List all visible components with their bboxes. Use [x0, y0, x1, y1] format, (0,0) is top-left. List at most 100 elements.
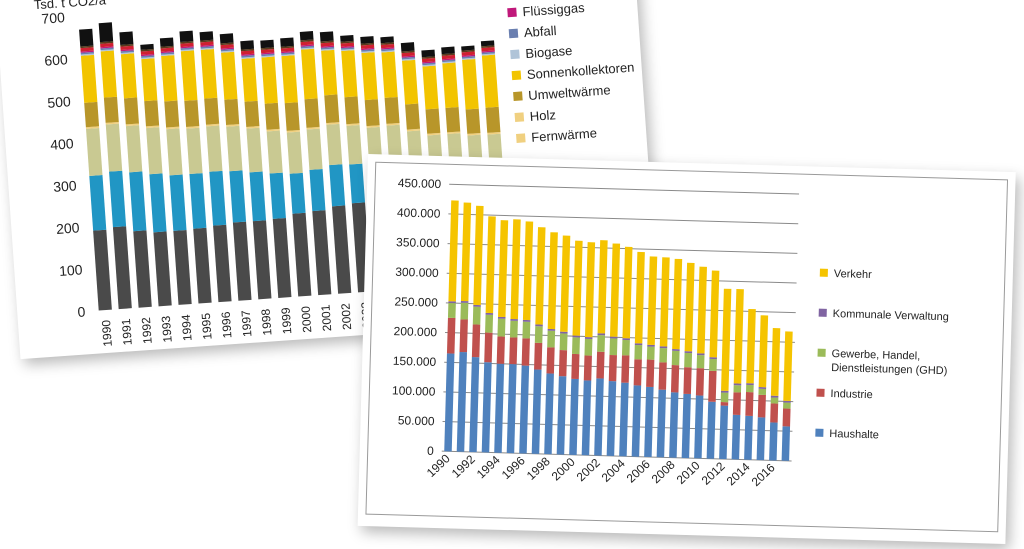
bar-abfall-2006	[401, 56, 416, 60]
bar-fl-ssiggas-2010	[481, 50, 495, 53]
bar-umweltw-rme-1992	[123, 97, 139, 125]
bar-sonnenkollektoren-2009	[462, 58, 479, 110]
legend-swatch-verkehr	[819, 268, 828, 277]
bar-haushalte-2002	[594, 378, 604, 456]
bar-steinkohle-1995	[179, 30, 194, 43]
x-tick-label: 2002	[338, 302, 354, 330]
bar-heiz-l-2002	[326, 123, 343, 166]
bar-haushalte-2004	[619, 382, 629, 457]
bar-sonnenkollektoren-2001	[301, 48, 318, 100]
bar-sonnenkollektoren-1999	[261, 56, 278, 104]
y-tick-label: 300.000	[395, 265, 439, 280]
y-tick-label: 250.000	[394, 294, 438, 309]
bar-kommunale-verwaltung-1990	[448, 301, 456, 304]
bar-gas-2001	[309, 168, 326, 212]
bar-braunkohle-1992	[120, 44, 134, 47]
bar-gewerbe-handel-dienstleistungen-ghd-2014	[746, 384, 754, 393]
legend-swatch-sonnenkollektoren	[511, 70, 522, 81]
bar-haushalte-2010	[694, 395, 704, 459]
bar-umweltw-rme-2001	[304, 98, 320, 128]
y-tick-label: 700	[41, 9, 66, 27]
bar-gewerbe-handel-dienstleistungen-ghd-1991	[460, 302, 469, 320]
bar-gewerbe-handel-dienstleistungen-ghd-1998	[547, 330, 556, 348]
bar-gas-1992	[129, 171, 147, 232]
bar-holz-2000	[286, 129, 300, 133]
bar-industrie-1998	[546, 347, 555, 374]
bar-abfall-2003	[340, 47, 355, 50]
x-tick-label: 2006	[624, 457, 653, 486]
bar-strom-1990	[93, 229, 112, 311]
bar-verkehr-1999	[560, 235, 571, 332]
bar-fl-ssiggas-1990	[80, 50, 94, 53]
bar-verkehr-2009	[684, 262, 695, 352]
bar-holz-1993	[145, 125, 160, 129]
bar-strom-1992	[133, 230, 152, 308]
bar-kommunale-verwaltung-2003	[609, 336, 618, 339]
bar-fl-ssiggas-2007	[422, 61, 436, 64]
bar-rot-2006	[401, 52, 415, 57]
bar-steinkohle-2001	[299, 31, 314, 41]
bar-gas-1993	[149, 173, 167, 233]
bar-verkehr-2000	[572, 240, 583, 336]
legend-swatch-biogase	[510, 49, 520, 60]
bar-holz-2010	[487, 132, 501, 135]
legend-swatch-fl-ssiggas	[507, 7, 517, 18]
bar-rot-1998	[240, 50, 255, 55]
bar-gewerbe-handel-dienstleistungen-ghd-2008	[671, 350, 680, 366]
bar-haushalte-2006	[644, 386, 654, 458]
x-tick-label: 2012	[699, 459, 728, 488]
bar-biogase-1994	[161, 53, 175, 57]
bar-verkehr-1997	[535, 227, 546, 325]
bar-kommunale-verwaltung-1997	[535, 324, 543, 327]
bar-holz-1994	[166, 126, 180, 130]
bar-abfall-2004	[361, 49, 375, 52]
bar-industrie-2008	[670, 365, 680, 393]
bar-steinkohle-2004	[360, 36, 374, 44]
bar-industrie-1991	[459, 319, 468, 353]
x-tick-label: 2000	[549, 455, 578, 484]
bar-heiz-l-1993	[146, 127, 163, 175]
bar-abfall-2009	[461, 56, 476, 59]
bar-sonnenkollektoren-1990	[80, 54, 98, 103]
bar-kommunale-verwaltung-2011	[709, 357, 717, 360]
y-tick-label: 200.000	[393, 324, 437, 339]
bar-heiz-l-1996	[206, 125, 223, 172]
bar-verkehr-2010	[697, 266, 707, 354]
bar-strom-2000	[292, 212, 312, 297]
bar-haushalte-1991	[456, 351, 468, 452]
x-tick-label: 1994	[474, 453, 503, 482]
bar-industrie-2012	[720, 401, 729, 406]
bar-gewerbe-handel-dienstleistungen-ghd-2006	[646, 346, 655, 360]
x-tick-label: 1994	[179, 314, 195, 342]
bar-braunkohle-2004	[360, 42, 375, 46]
bar-gewerbe-handel-dienstleistungen-ghd-2016	[770, 397, 779, 404]
legend-label-biogase: Biogase	[525, 43, 573, 61]
bar-kommunale-verwaltung-1991	[460, 300, 469, 303]
bar-abfall-1993	[141, 55, 155, 58]
bar-verkehr-2013	[733, 289, 744, 384]
bar-umweltw-rme-1993	[144, 100, 160, 127]
bar-fl-ssiggas-1996	[200, 44, 214, 47]
bar-biogase-1991	[100, 49, 114, 52]
bar-abfall-1998	[241, 55, 255, 58]
bar-kommunale-verwaltung-2005	[634, 343, 643, 346]
bar-sonnenkollektoren-1997	[221, 51, 238, 100]
bar-steinkohle-1992	[119, 31, 134, 45]
bar-holz-2009	[467, 132, 481, 136]
bar-biogase-2002	[321, 48, 335, 51]
bar-haushalte-1997	[531, 369, 542, 454]
bar-haushalte-1990	[444, 353, 455, 452]
bar-gas-1995	[189, 173, 207, 229]
bar-biogase-1996	[200, 47, 214, 50]
y-tick-label: 350.000	[396, 235, 440, 250]
gridline	[448, 213, 799, 225]
bar-steinkohle-2003	[340, 34, 354, 42]
bar-braunkohle-2002	[320, 40, 334, 44]
bar-heiz-l-1999	[266, 130, 283, 174]
bar-braunkohle-1991	[99, 41, 114, 44]
bar-haushalte-1999	[556, 376, 567, 455]
bar-verkehr-2007	[659, 257, 670, 347]
bar-gewerbe-handel-dienstleistungen-ghd-1993	[485, 314, 494, 333]
chart-2-sectors: 0 50.000 100.000 150.000 200.000 250.000 300.0…	[365, 161, 1009, 533]
bar-industrie-1997	[534, 342, 543, 370]
